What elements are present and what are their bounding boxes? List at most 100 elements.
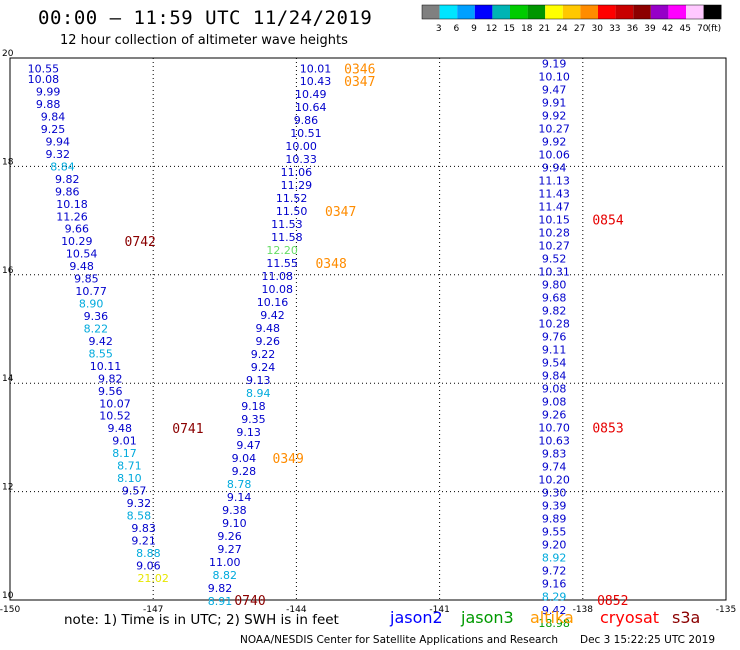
wave-height-value: 9.48 [108, 422, 133, 435]
color-scale-label: 12 [486, 24, 497, 34]
color-scale-label: 70 [697, 24, 709, 34]
color-swatch [545, 5, 563, 19]
color-swatch [703, 5, 722, 19]
color-swatch [615, 5, 634, 19]
wave-height-value: 11.08 [262, 270, 294, 283]
wave-height-value: 9.25 [41, 123, 66, 136]
color-swatch [580, 5, 598, 19]
color-swatch [633, 5, 651, 19]
wave-height-value: 9.35 [241, 413, 266, 426]
color-scale-label: 21 [539, 24, 550, 34]
wave-height-value: 9.82 [208, 582, 233, 595]
wave-height-value: 10.27 [538, 122, 570, 135]
wave-height-value: 8.88 [136, 547, 161, 560]
wave-height-value: 9.47 [542, 83, 567, 96]
color-swatch [527, 5, 546, 19]
pass-time-label: 0349 [273, 452, 304, 467]
pass-time-label: 0742 [125, 235, 156, 250]
pass-time-label: 0852 [597, 594, 628, 609]
wave-height-value: 8.78 [227, 478, 252, 491]
wave-height-value: 18.98 [538, 617, 570, 630]
longitude-tick-label: -144 [286, 605, 307, 615]
wave-height-value: 9.92 [542, 135, 567, 148]
wave-height-value: 9.82 [542, 305, 567, 318]
map-frame [9, 57, 727, 601]
wave-height-value: 9.94 [542, 161, 567, 174]
wave-height-value: 10.08 [28, 73, 60, 86]
wave-height-value: 11.26 [56, 210, 88, 223]
wave-height-value: 9.01 [112, 435, 137, 448]
wave-height-value: 11.55 [266, 257, 298, 270]
wave-height-value: 10.18 [56, 198, 88, 211]
wave-height-value: 8.17 [112, 447, 137, 460]
wave-height-value: 10.10 [538, 70, 570, 83]
wave-height-value: 8.55 [88, 347, 113, 360]
wave-height-value: 9.80 [542, 279, 567, 292]
longitude-tick-label: -135 [716, 605, 736, 615]
wave-height-value: 9.26 [542, 409, 567, 422]
wave-height-value: 9.42 [88, 335, 113, 348]
wave-height-value: 9.10 [222, 517, 247, 530]
color-scale-label: 39 [644, 24, 656, 34]
credit-line: NOAA/NESDIS Center for Satellite Applica… [240, 634, 558, 646]
color-scale-label: 3 [436, 24, 442, 34]
wave-height-value: 9.32 [127, 497, 152, 510]
wave-height-value: 11.53 [271, 218, 303, 231]
wave-height-value: 10.28 [538, 318, 570, 331]
wave-height-value: 9.72 [542, 565, 567, 578]
generated-timestamp: Dec 3 15:22:25 UTC 2019 [580, 634, 716, 646]
wave-height-value: 9.27 [217, 543, 242, 556]
wave-height-value: 10.15 [538, 214, 570, 227]
wave-height-value: 9.68 [542, 292, 567, 305]
wave-height-value: 11.06 [281, 166, 313, 179]
color-scale-label: 36 [627, 24, 639, 34]
wave-height-value: 9.82 [98, 372, 123, 385]
wave-height-value: 9.85 [74, 273, 99, 286]
wave-height-value: 10.31 [538, 266, 570, 279]
wave-height-value: 9.08 [542, 383, 567, 396]
wave-height-value: 8.22 [84, 322, 109, 335]
wave-height-value: 10.16 [257, 296, 289, 309]
color-swatch [562, 5, 581, 19]
latitude-tick-label: 18 [2, 157, 14, 167]
wave-height-value: 9.84 [542, 370, 567, 383]
wave-height-value: 9.21 [131, 534, 156, 547]
wave-height-value: 9.24 [251, 361, 276, 374]
wave-height-value: 9.32 [45, 148, 70, 161]
wave-height-values: 10.5510.089.999.889.849.259.949.328.849.… [28, 57, 570, 629]
wave-height-value: 9.06 [136, 559, 161, 572]
color-scale-legend: 3 6 9 12 15 18 21 24 27 30 33 36 39 42 45 70 (ft) [421, 4, 722, 34]
wave-height-value: 9.84 [41, 111, 66, 124]
wave-height-value: 9.36 [84, 310, 109, 323]
color-scale-label: 30 [591, 24, 603, 34]
color-swatch [650, 5, 669, 19]
wave-height-value: 8.92 [542, 552, 567, 565]
wave-height-value: 9.11 [542, 344, 567, 357]
pass-time-label: 0740 [234, 594, 265, 609]
wave-height-value: 10.11 [90, 360, 122, 373]
legend-s3a: s3a [672, 608, 701, 627]
wave-height-value: 10.20 [538, 474, 570, 487]
wave-height-value: 10.27 [538, 240, 570, 253]
wave-height-value: 9.52 [542, 253, 567, 266]
wave-height-value: 9.74 [542, 461, 567, 474]
longitude-tick-label: -141 [429, 605, 449, 615]
wave-height-value: 9.55 [542, 526, 567, 539]
color-scale-label: 18 [521, 24, 533, 34]
wave-height-value: 9.19 [542, 57, 567, 70]
wave-height-value: 12.20 [266, 244, 298, 257]
wave-height-value: 8.94 [246, 387, 271, 400]
wave-height-value: 10.63 [538, 435, 570, 448]
wave-height-value: 9.18 [241, 400, 266, 413]
wave-height-value: 11.43 [538, 188, 570, 201]
longitude-tick-label: -147 [143, 605, 163, 615]
wave-height-value: 10.64 [295, 101, 327, 114]
wave-height-value: 9.48 [69, 260, 94, 273]
wave-height-value: 9.91 [542, 96, 567, 109]
wave-height-value: 10.54 [66, 248, 98, 261]
wave-height-value: 10.49 [295, 88, 327, 101]
latitude-tick-label: 12 [2, 483, 13, 493]
pass-time-label: 0348 [315, 257, 346, 272]
wave-height-value: 8.82 [213, 569, 238, 582]
wave-height-value: 11.50 [276, 205, 308, 218]
